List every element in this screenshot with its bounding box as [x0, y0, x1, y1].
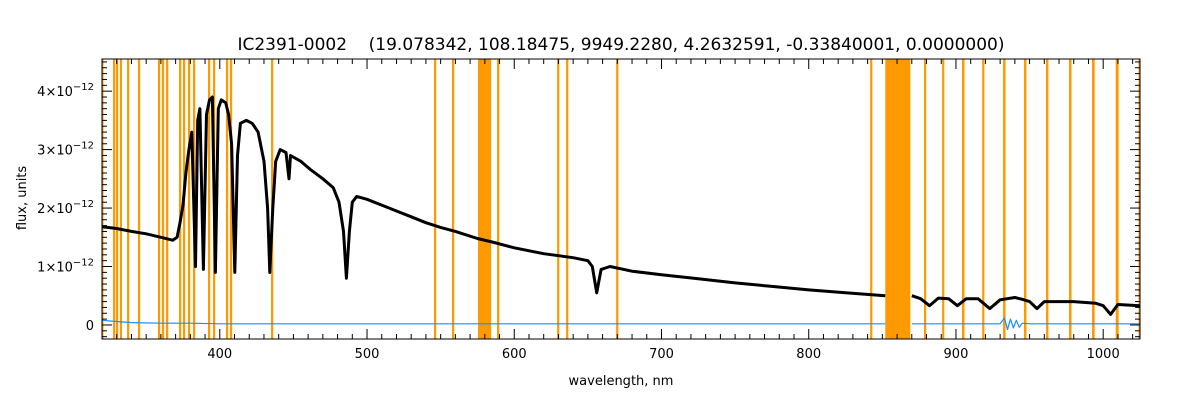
- masked-region-band: [166, 59, 169, 339]
- masked-region-band: [161, 59, 165, 339]
- masked-regions: [102, 59, 1140, 339]
- masked-region-band: [115, 59, 119, 339]
- y-tick-label: 1×10−12: [37, 258, 94, 276]
- x-tick-label: 500: [355, 347, 380, 362]
- masked-region-band: [982, 59, 985, 339]
- masked-region-band: [137, 59, 141, 339]
- masked-region-band: [127, 59, 130, 339]
- y-tick-label: 4×10−12: [37, 82, 94, 100]
- masked-region-band: [885, 59, 911, 339]
- masked-region-band: [961, 59, 965, 339]
- y-axis-label: flux, units: [15, 166, 30, 231]
- x-tick-label: 700: [649, 347, 674, 362]
- masked-region-band: [942, 59, 945, 339]
- masked-region-band: [1023, 59, 1027, 339]
- y-tick-label: 0: [86, 319, 94, 334]
- masked-region-band: [187, 59, 191, 339]
- error-line: [101, 317, 1140, 331]
- masked-region-band: [1092, 59, 1095, 339]
- masked-region-band: [1138, 59, 1140, 339]
- flux-line: [101, 95, 1141, 316]
- masked-region-band: [179, 59, 182, 339]
- masked-region-band: [225, 59, 229, 339]
- masked-region-band: [616, 59, 619, 339]
- masked-region-band: [1046, 59, 1049, 339]
- masked-region-band: [478, 59, 492, 339]
- plot-frame: [101, 58, 1141, 340]
- chart-title: IC2391-0002 (19.078342, 108.18475, 9949.…: [237, 35, 1004, 55]
- masked-region-band: [557, 59, 560, 339]
- masked-region-band: [1003, 59, 1006, 339]
- masked-region-band: [1069, 59, 1072, 339]
- masked-region-band: [1115, 59, 1119, 339]
- x-tick-label: 600: [502, 347, 527, 362]
- masked-region-band: [208, 59, 211, 339]
- masked-region-band: [157, 59, 161, 339]
- masked-region-band: [229, 59, 233, 339]
- y-tick-label: 3×10−12: [37, 141, 94, 159]
- masked-region-band: [924, 59, 927, 339]
- masked-region-band: [113, 59, 116, 339]
- masked-region-band: [102, 59, 104, 339]
- x-tick-label: 1000: [1087, 347, 1120, 362]
- masked-region-band: [497, 59, 500, 339]
- axes: 400 500 600 700 800 900 1000 0 1×10−12 2×10−12 3×1…: [37, 58, 1141, 362]
- masked-region-band: [870, 59, 873, 339]
- masked-region-band: [451, 59, 455, 339]
- masked-region-band: [566, 59, 569, 339]
- masked-region-band: [119, 59, 123, 339]
- x-tick-label: 400: [207, 347, 232, 362]
- series-lines: [101, 95, 1141, 331]
- x-tick-label: 800: [796, 347, 821, 362]
- x-tick-label: 900: [944, 347, 969, 362]
- x-axis-label: wavelength, nm: [569, 374, 674, 389]
- y-tick-label: 2×10−12: [37, 199, 94, 217]
- masked-region-band: [434, 59, 437, 339]
